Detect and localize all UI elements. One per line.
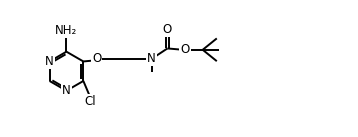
Text: NH₂: NH₂: [55, 24, 78, 37]
Text: N: N: [62, 84, 71, 97]
Text: N: N: [147, 52, 156, 65]
Text: N: N: [45, 55, 54, 68]
Text: Cl: Cl: [85, 95, 97, 108]
Text: O: O: [180, 43, 190, 56]
Text: O: O: [163, 23, 172, 36]
Text: O: O: [92, 52, 102, 65]
